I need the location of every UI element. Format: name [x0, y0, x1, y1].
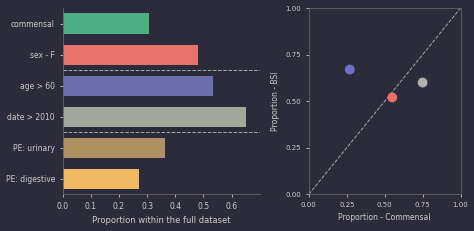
Point: [346, 68, 354, 71]
Bar: [63, 106, 246, 127]
Y-axis label: Proportion - BSI: Proportion - BSI: [271, 71, 280, 131]
Bar: [63, 138, 165, 158]
Point: [389, 96, 396, 99]
Point: [419, 81, 427, 84]
Bar: [63, 169, 138, 189]
Bar: [63, 45, 198, 65]
Bar: [63, 13, 148, 34]
X-axis label: Proportion - Commensal: Proportion - Commensal: [338, 213, 431, 222]
Bar: [63, 76, 213, 96]
X-axis label: Proportion within the full dataset: Proportion within the full dataset: [92, 216, 230, 225]
